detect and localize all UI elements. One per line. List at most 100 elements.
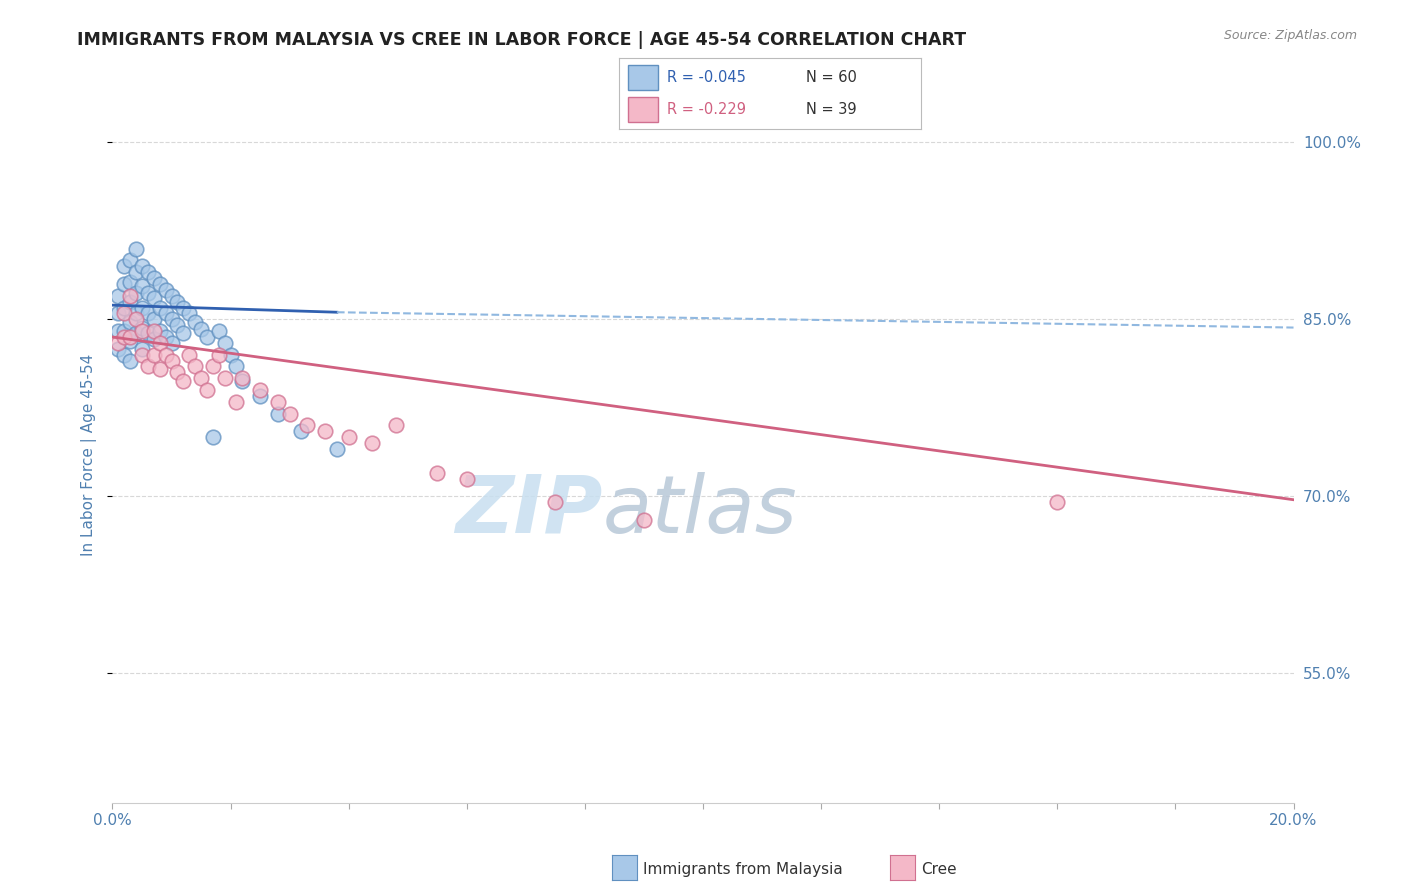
Point xyxy=(208,348,231,362)
Point xyxy=(149,301,172,315)
Point xyxy=(120,253,142,268)
Point xyxy=(120,315,142,329)
Point xyxy=(155,283,177,297)
Point xyxy=(179,306,201,320)
Point xyxy=(314,425,336,439)
Point xyxy=(231,374,253,388)
Y-axis label: In Labor Force | Age 45-54: In Labor Force | Age 45-54 xyxy=(80,354,97,556)
Point xyxy=(633,513,655,527)
Point xyxy=(337,430,360,444)
Point xyxy=(120,289,142,303)
Point xyxy=(142,348,165,362)
Point xyxy=(166,365,188,379)
Point xyxy=(142,332,165,346)
Point xyxy=(107,306,129,320)
Point xyxy=(195,383,218,397)
Point xyxy=(136,326,159,341)
Point xyxy=(155,330,177,344)
Point xyxy=(214,335,236,350)
Point xyxy=(107,324,129,338)
Point xyxy=(426,466,449,480)
Bar xyxy=(627,65,658,90)
Point xyxy=(120,353,142,368)
Point xyxy=(456,471,478,485)
Point xyxy=(172,374,194,388)
Point xyxy=(172,301,194,315)
Point xyxy=(125,242,148,256)
Point xyxy=(249,389,271,403)
Point xyxy=(166,318,188,333)
Text: R = -0.229: R = -0.229 xyxy=(666,103,747,117)
Point xyxy=(179,348,201,362)
Point xyxy=(201,430,224,444)
Point xyxy=(149,361,172,376)
Point xyxy=(107,342,129,356)
Point xyxy=(120,330,142,344)
Point xyxy=(190,322,212,336)
Point xyxy=(125,306,148,320)
Point xyxy=(131,324,153,338)
Point xyxy=(385,418,408,433)
Point xyxy=(131,279,153,293)
Point xyxy=(112,306,135,320)
Text: Cree: Cree xyxy=(921,863,956,877)
Point xyxy=(155,306,177,320)
Text: ZIP: ZIP xyxy=(456,472,603,549)
Point xyxy=(160,353,183,368)
Point xyxy=(131,301,153,315)
Point xyxy=(172,326,194,341)
Point xyxy=(131,348,153,362)
Point xyxy=(190,371,212,385)
Point xyxy=(112,259,135,273)
Point xyxy=(160,335,183,350)
Point xyxy=(249,383,271,397)
Point xyxy=(142,291,165,305)
Point xyxy=(112,330,135,344)
Point xyxy=(120,334,142,348)
Point xyxy=(544,495,567,509)
Point xyxy=(131,342,153,356)
Point xyxy=(136,306,159,320)
Point xyxy=(214,371,236,385)
Point xyxy=(112,301,135,315)
Point xyxy=(125,265,148,279)
Point xyxy=(136,265,159,279)
Text: R = -0.045: R = -0.045 xyxy=(666,70,745,85)
Point xyxy=(142,271,165,285)
Point xyxy=(219,348,242,362)
Point xyxy=(297,418,319,433)
Point xyxy=(107,289,129,303)
Point xyxy=(225,395,247,409)
Text: atlas: atlas xyxy=(603,472,797,549)
Point xyxy=(125,326,148,341)
Point xyxy=(225,359,247,374)
Point xyxy=(267,407,290,421)
Point xyxy=(125,286,148,301)
Point xyxy=(155,348,177,362)
Point xyxy=(208,324,231,338)
Point xyxy=(149,324,172,338)
Point xyxy=(107,335,129,350)
Text: Immigrants from Malaysia: Immigrants from Malaysia xyxy=(643,863,842,877)
Point xyxy=(112,348,135,362)
Text: Source: ZipAtlas.com: Source: ZipAtlas.com xyxy=(1223,29,1357,42)
Point xyxy=(361,436,384,450)
Point xyxy=(231,371,253,385)
Text: IMMIGRANTS FROM MALAYSIA VS CREE IN LABOR FORCE | AGE 45-54 CORRELATION CHART: IMMIGRANTS FROM MALAYSIA VS CREE IN LABO… xyxy=(77,31,966,49)
Point xyxy=(120,294,142,309)
Point xyxy=(131,259,153,273)
Point xyxy=(278,407,301,421)
Text: N = 39: N = 39 xyxy=(806,103,856,117)
Point xyxy=(136,286,159,301)
Point xyxy=(112,324,135,338)
Point xyxy=(112,277,135,291)
Point xyxy=(201,359,224,374)
Text: N = 60: N = 60 xyxy=(806,70,856,85)
Point xyxy=(166,294,188,309)
Point xyxy=(136,359,159,374)
Point xyxy=(125,312,148,326)
Point xyxy=(142,324,165,338)
Point xyxy=(142,312,165,326)
Point xyxy=(326,442,349,456)
Point xyxy=(120,275,142,289)
